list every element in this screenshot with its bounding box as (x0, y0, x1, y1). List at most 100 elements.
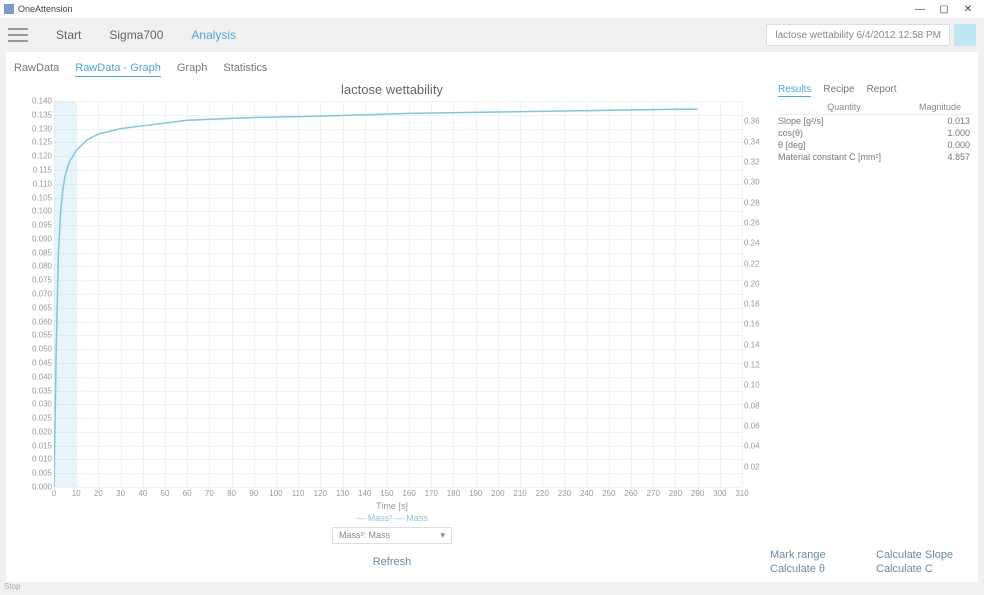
x-tick: 100 (269, 489, 282, 498)
y2-tick: 0.30 (744, 178, 760, 187)
y-tick: 0.095 (32, 221, 52, 230)
tab-statistics[interactable]: Statistics (223, 62, 267, 77)
y-tick: 0.110 (33, 179, 52, 188)
action-calculate-c[interactable]: Calculate C (876, 563, 970, 575)
results-magnitude: 0.013 (920, 116, 970, 126)
x-tick: 160 (402, 489, 415, 498)
current-file-label: lactose wettability 6/4/2012 12:58 PM (775, 30, 941, 41)
current-file-box[interactable]: lactose wettability 6/4/2012 12:58 PM (766, 24, 950, 46)
y-tick: 0.100 (32, 207, 52, 216)
tab-graph[interactable]: Graph (177, 62, 208, 77)
chevron-down-icon: ▾ (440, 530, 445, 541)
maximize-button[interactable]: ▢ (932, 4, 956, 15)
x-tick: 120 (314, 489, 327, 498)
y-tick: 0.055 (32, 331, 52, 340)
x-tick: 0 (52, 489, 56, 498)
minimize-button[interactable]: — (908, 4, 932, 15)
y2-tick: 0.08 (744, 401, 760, 410)
y2-tick: 0.28 (744, 198, 760, 207)
x-tick: 140 (358, 489, 371, 498)
y-tick: 0.020 (32, 427, 52, 436)
y-tick: 0.000 (32, 483, 52, 492)
y2-tick: 0.20 (744, 279, 760, 288)
results-tab-results[interactable]: Results (778, 84, 811, 97)
y-tick: 0.060 (32, 317, 52, 326)
x-tick: 30 (116, 489, 125, 498)
y-tick: 0.070 (32, 290, 52, 299)
y-tick: 0.135 (32, 110, 52, 119)
chart-column: lactose wettability 01020304050607080901… (14, 80, 770, 544)
nav-analysis[interactable]: Analysis (191, 28, 236, 42)
top-nav: Start Sigma700 Analysis lactose wettabilit… (0, 18, 984, 52)
y2-tick: 0.16 (744, 320, 760, 329)
x-tick: 270 (647, 489, 660, 498)
results-header-magnitude: Magnitude (910, 102, 970, 112)
y-tick: 0.025 (32, 414, 52, 423)
close-button[interactable]: ✕ (956, 4, 980, 15)
file-action-button[interactable] (954, 24, 976, 46)
y-tick: 0.085 (32, 248, 52, 257)
x-tick: 310 (735, 489, 748, 498)
x-tick: 260 (624, 489, 637, 498)
y2-tick: 0.04 (744, 442, 760, 451)
x-tick: 280 (669, 489, 682, 498)
y2-tick: 0.12 (744, 361, 760, 370)
y-tick: 0.005 (32, 469, 52, 478)
y2-tick: 0.14 (744, 340, 760, 349)
action-calculate-slope[interactable]: Calculate Slope (876, 549, 970, 561)
y-tick: 0.065 (32, 303, 52, 312)
results-magnitude: 4.857 (920, 152, 970, 162)
chart-title: lactose wettability (14, 82, 770, 97)
x-tick: 200 (491, 489, 504, 498)
results-row: cos(θ)1.000 (778, 127, 970, 139)
refresh-button[interactable]: Refresh (14, 556, 770, 568)
results-quantity: Slope [g²/s] (778, 116, 920, 126)
x-tick: 60 (183, 489, 192, 498)
y-tick: 0.130 (32, 124, 52, 133)
y-tick: 0.050 (32, 345, 52, 354)
y-tick: 0.080 (32, 262, 52, 271)
y2-tick: 0.24 (744, 239, 760, 248)
chart-plot-area[interactable]: 0102030405060708090100110120130140150160… (54, 101, 742, 487)
y-tick: 0.105 (32, 193, 52, 202)
y-tick: 0.010 (32, 455, 52, 464)
tab-rawdata[interactable]: RawData (14, 62, 59, 77)
results-tab-report[interactable]: Report (867, 84, 897, 96)
app-title: OneAttension (18, 4, 73, 14)
y-tick: 0.140 (32, 97, 52, 106)
results-tabs: Results Recipe Report (778, 80, 970, 100)
y-tick: 0.015 (32, 441, 52, 450)
y2-tick: 0.22 (744, 259, 760, 268)
nav-start[interactable]: Start (56, 28, 81, 42)
chart-legend: — Mass² — Mass (14, 513, 770, 523)
results-quantity: Material constant C [mm²] (778, 152, 920, 162)
results-header-quantity: Quantity (778, 102, 910, 112)
x-tick: 250 (602, 489, 615, 498)
nav-sigma700[interactable]: Sigma700 (109, 28, 163, 42)
series-select[interactable]: Mass²: Mass ▾ (332, 527, 452, 544)
y-tick: 0.115 (33, 165, 52, 174)
results-magnitude: 1.000 (920, 128, 970, 138)
results-quantity: θ [deg] (778, 140, 920, 150)
tab-rawdata-graph[interactable]: RawData - Graph (75, 62, 161, 77)
action-calculate-[interactable]: Calculate θ (770, 563, 864, 575)
x-tick: 170 (425, 489, 438, 498)
results-column: Results Recipe Report Quantity Magnitude S… (778, 80, 970, 544)
x-tick: 240 (580, 489, 593, 498)
y-tick: 0.030 (32, 400, 52, 409)
action-mark-range[interactable]: Mark range (770, 549, 864, 561)
results-header: Quantity Magnitude (778, 100, 970, 115)
results-quantity: cos(θ) (778, 128, 920, 138)
x-tick: 40 (138, 489, 147, 498)
y-tick: 0.045 (32, 358, 52, 367)
results-row: θ [deg]0.000 (778, 139, 970, 151)
results-magnitude: 0.000 (920, 140, 970, 150)
y2-tick: 0.26 (744, 218, 760, 227)
chart-curve (54, 101, 742, 487)
results-tab-recipe[interactable]: Recipe (823, 84, 854, 96)
titlebar: OneAttension — ▢ ✕ (0, 0, 984, 18)
menu-icon[interactable] (8, 28, 28, 42)
chart-x-axis-label: Time [s] (14, 501, 770, 511)
x-tick: 70 (205, 489, 214, 498)
y2-tick: 0.06 (744, 422, 760, 431)
